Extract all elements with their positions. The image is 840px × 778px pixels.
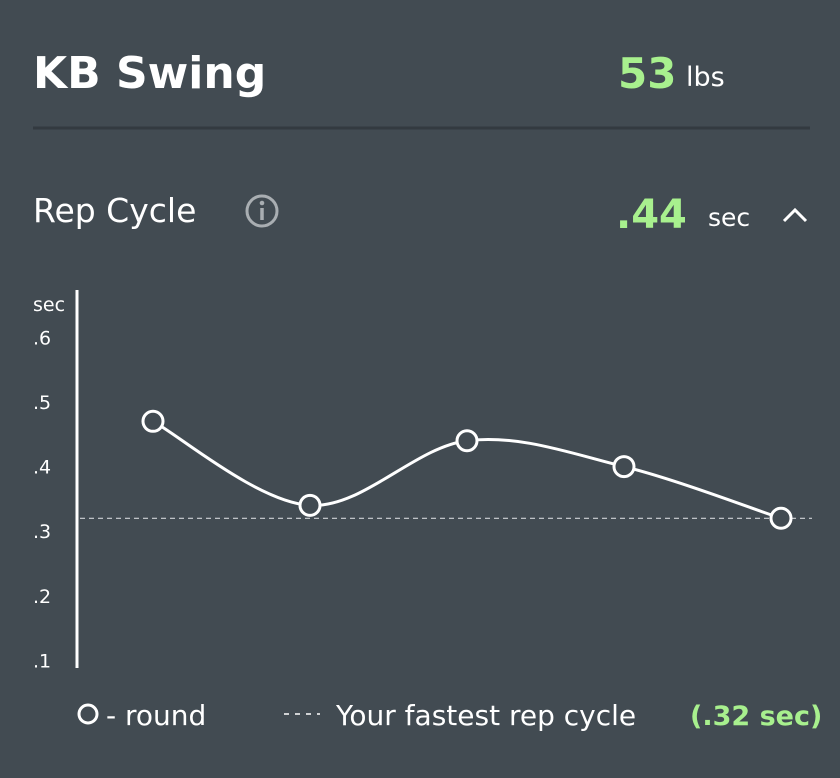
y-tick-label: .5 [33,392,51,414]
data-point [612,455,636,479]
y-tick-label: .2 [33,586,51,608]
legend-label: - round [106,699,206,732]
section-unit: sec [708,203,750,232]
y-tick-label: .3 [33,521,51,543]
y-tick-label: .4 [33,457,51,479]
data-point [455,429,479,453]
section-title: Rep Cycle [33,191,196,230]
title: KB Swing [33,48,266,99]
data-point [141,409,165,433]
legend-reference-label: Your fastest rep cycle [335,699,636,732]
info-icon[interactable] [245,194,279,228]
y-tick-label: .6 [33,327,51,349]
data-point [769,506,793,530]
section-value: .44 [616,192,687,238]
collapse-chevron[interactable] [782,207,808,223]
weight: 53 [618,49,676,98]
y-tick-label: .1 [33,651,51,673]
weight-unit: lbs [686,62,725,93]
legend-reference-value: (.32 sec) [690,701,822,732]
y-axis-label: sec [33,294,65,316]
data-point [298,493,322,517]
legend-marker [77,703,99,725]
